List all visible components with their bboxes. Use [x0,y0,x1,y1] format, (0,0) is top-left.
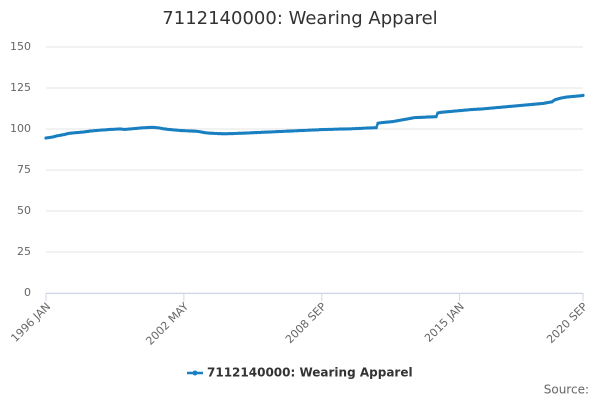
point [434,115,438,119]
y-tick-label: 100 [10,122,31,135]
y-tick-label: 125 [10,81,31,94]
y-tick-label: 50 [17,204,31,217]
y-tick-label: 0 [24,286,31,299]
point [374,126,378,130]
y-tick-label: 75 [17,163,31,176]
x-tick-label: 2008 SEP [283,300,329,346]
x-tick-label: 2015 JAN [422,300,467,345]
series-line [45,94,584,140]
legend-label: 7112140000: Wearing Apparel [207,366,413,380]
source-label: Source: [544,383,589,397]
x-tick-label: 2020 SEP [544,300,590,346]
x-tick-label: 1996 JAN [8,300,53,345]
point [581,93,585,97]
chart-title: 7112140000: Wearing Apparel [162,8,437,29]
legend-marker [192,370,198,376]
y-tick-label: 25 [17,245,31,258]
x-tick-label: 2002 MAY [143,300,191,348]
y-tick-label: 150 [10,40,31,53]
